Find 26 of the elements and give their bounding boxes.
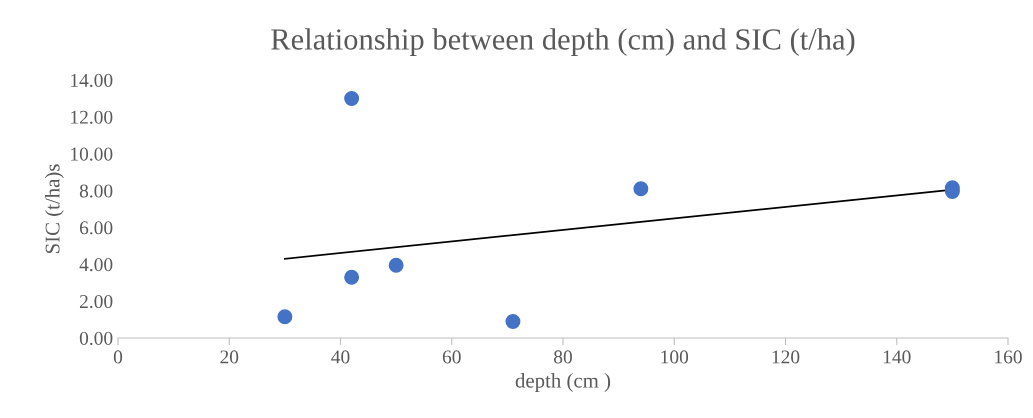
y-tick-label: 6.00 xyxy=(79,221,113,235)
x-tick-label: 60 xyxy=(442,350,461,364)
y-axis-title: SIC (t/ha)s xyxy=(44,164,64,254)
x-tick-label: 20 xyxy=(220,350,239,364)
point xyxy=(388,257,404,273)
y-tick-label: 10.00 xyxy=(71,147,113,161)
point xyxy=(344,90,360,106)
point xyxy=(344,269,360,285)
point xyxy=(505,313,521,329)
x-tick-label: 160 xyxy=(995,350,1022,364)
y-tick-label: 14.00 xyxy=(71,73,113,88)
chart-title: Relationship between depth (cm) and SIC (t/ha) xyxy=(271,28,855,56)
x-tick-label: 0 xyxy=(113,350,123,364)
x-axis-title: depth (cm ) xyxy=(515,372,611,392)
x-tick-label: 40 xyxy=(331,350,350,364)
y-tick-label: 4.00 xyxy=(79,258,113,272)
x-tick-label: 120 xyxy=(772,350,800,364)
y-tick-label: 12.00 xyxy=(71,110,113,124)
x-tick-label: 100 xyxy=(661,350,689,364)
point xyxy=(277,309,293,325)
x-tick-label: 80 xyxy=(554,350,572,364)
x-tick-label: 140 xyxy=(883,350,911,364)
y-tick-label: 2.00 xyxy=(79,294,113,309)
y-tick-label: 8.00 xyxy=(79,184,113,198)
point xyxy=(633,181,649,197)
y-tick-label: 0.00 xyxy=(79,331,113,346)
